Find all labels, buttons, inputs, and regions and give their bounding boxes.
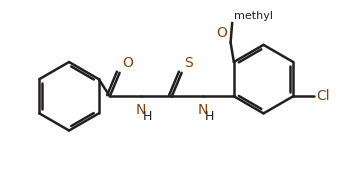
Text: O: O [122, 55, 133, 70]
Text: methyl: methyl [234, 11, 273, 21]
Text: Cl: Cl [316, 89, 330, 103]
Text: N: N [198, 103, 208, 117]
Text: H: H [143, 110, 152, 123]
Text: O: O [216, 26, 227, 40]
Text: H: H [205, 110, 214, 123]
Text: S: S [184, 55, 193, 70]
Text: N: N [136, 103, 146, 117]
